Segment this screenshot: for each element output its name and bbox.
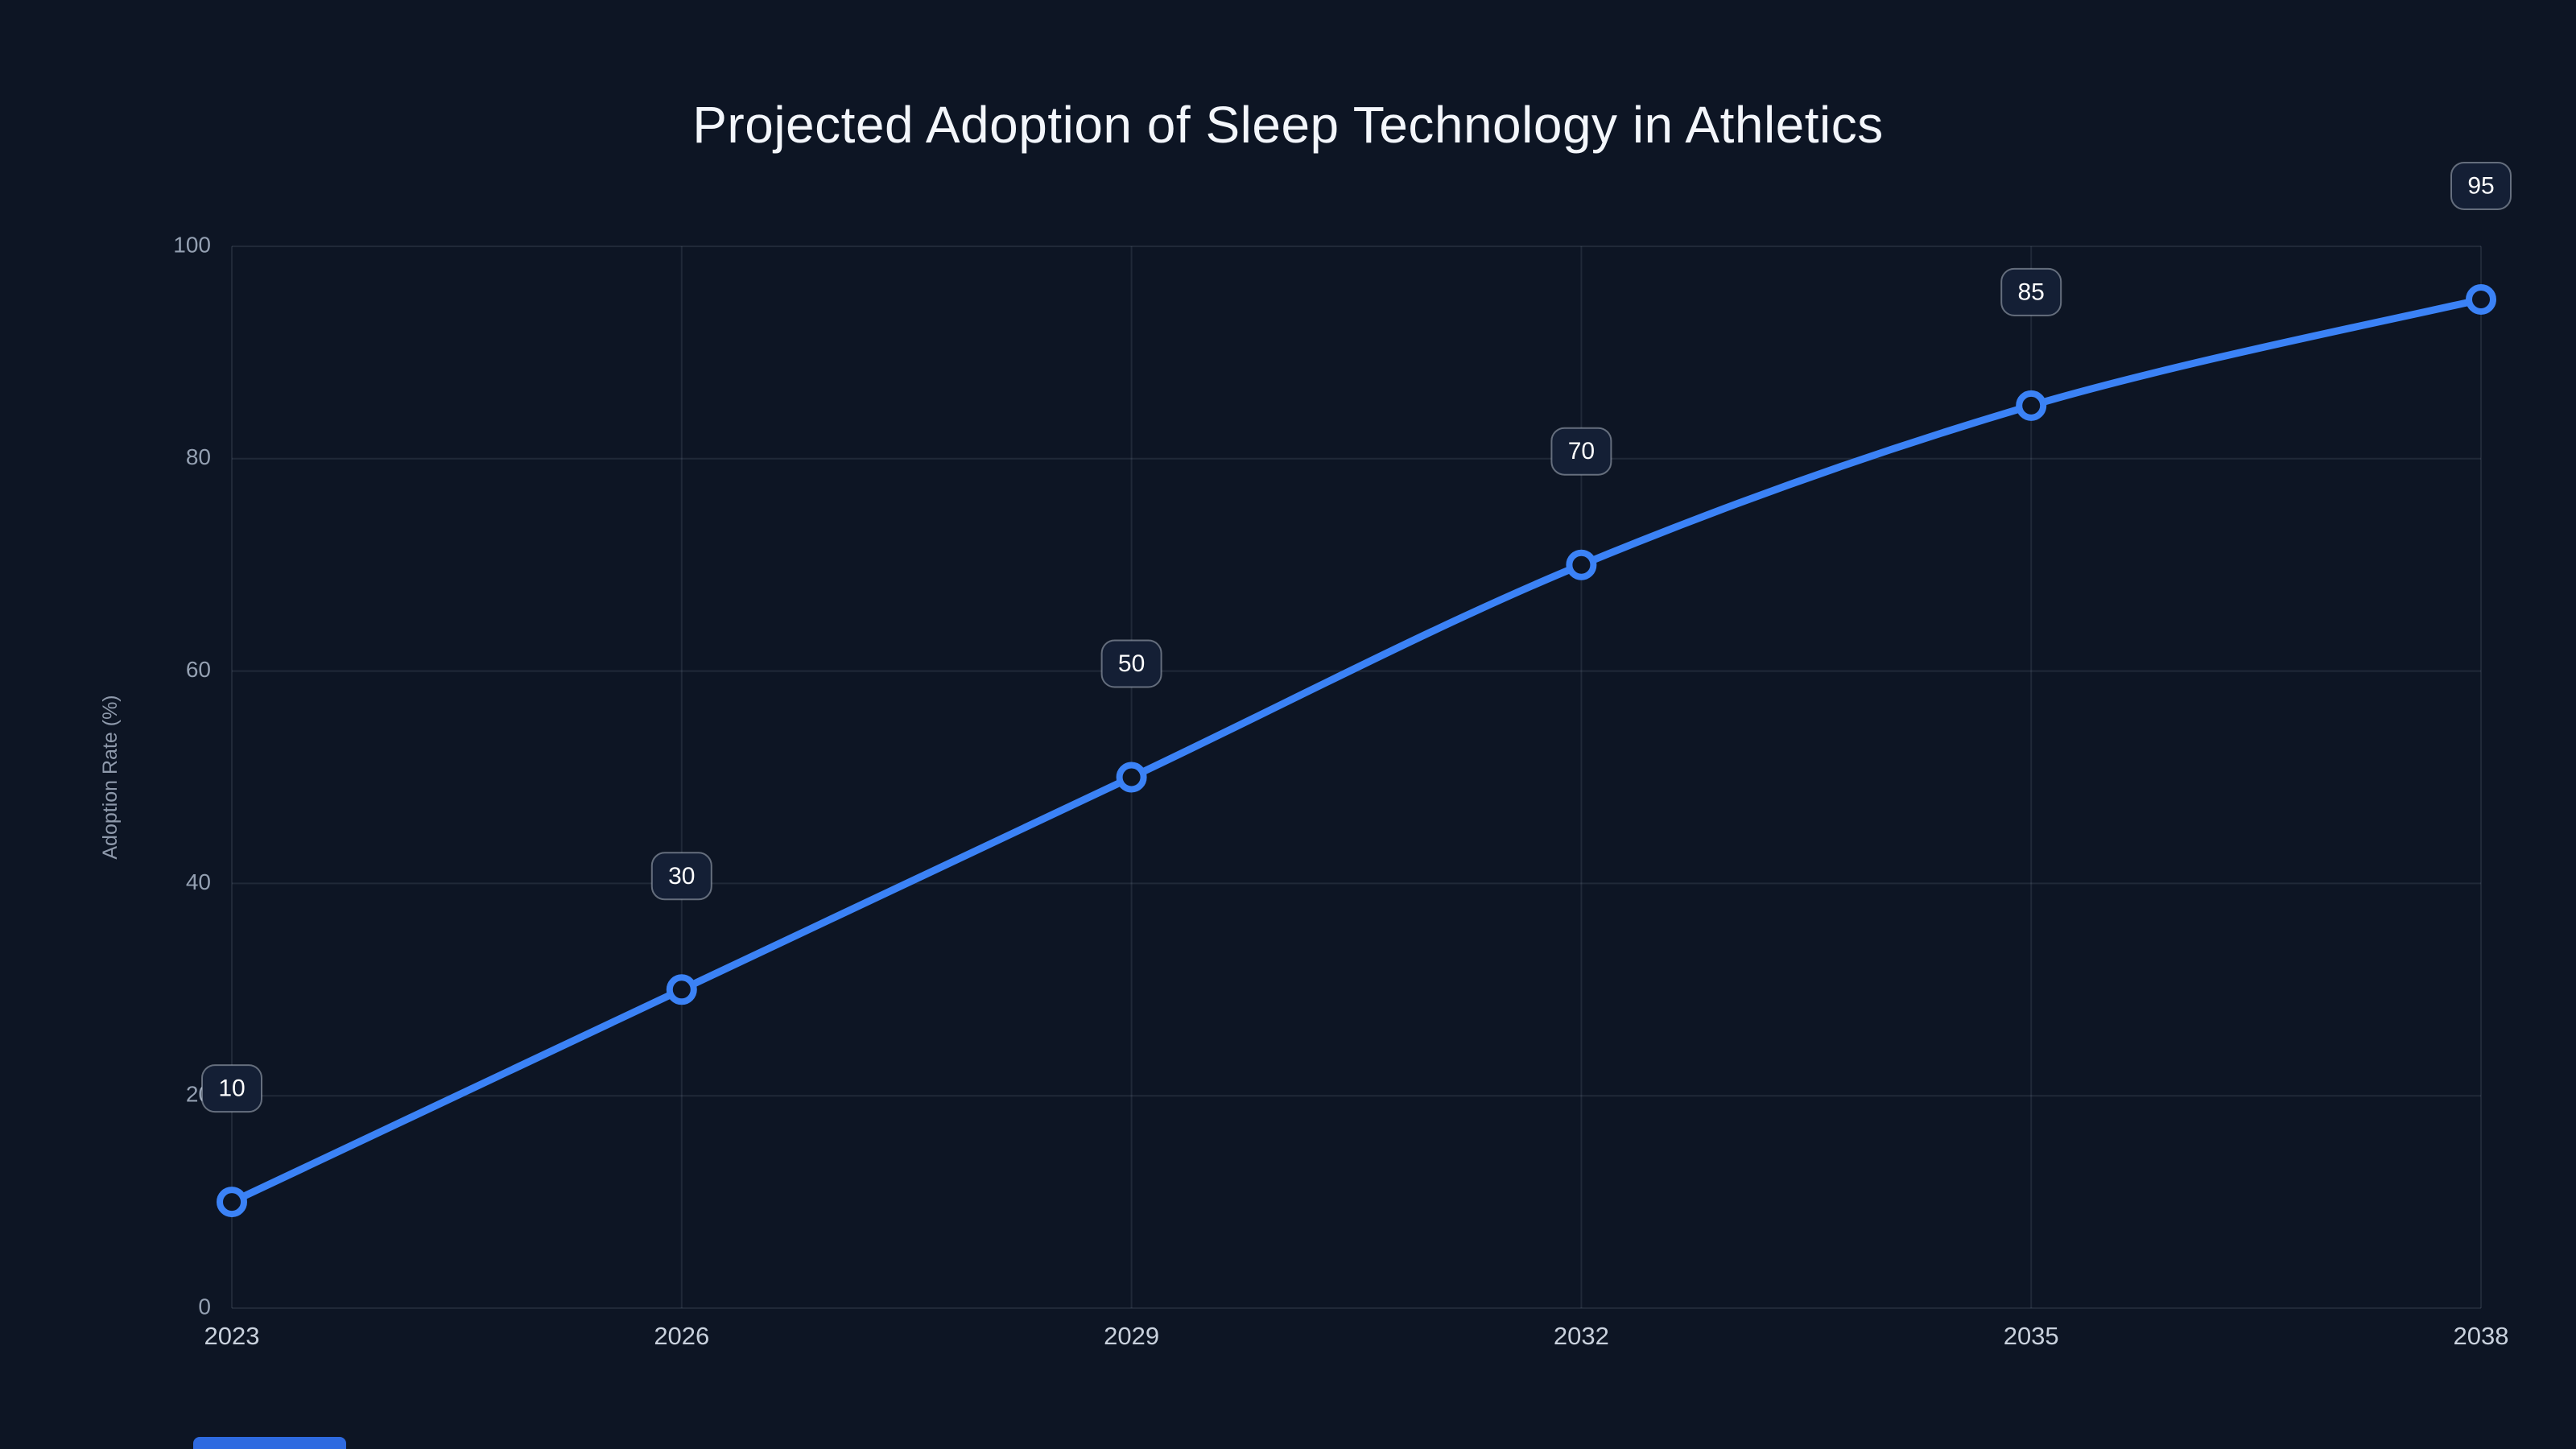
data-point-2023[interactable] bbox=[217, 1187, 247, 1218]
x-tick-label: 2035 bbox=[2004, 1322, 2059, 1350]
data-point-2038[interactable] bbox=[2466, 283, 2496, 315]
y-axis-title: Adoption Rate (%) bbox=[99, 695, 122, 859]
x-tick-label: 2029 bbox=[1104, 1322, 1159, 1350]
point-label-text: 70 bbox=[1568, 438, 1595, 464]
point-label-box bbox=[1550, 427, 1612, 476]
point-label-text: 50 bbox=[1118, 650, 1145, 677]
bottom-accent-bar bbox=[193, 1437, 346, 1449]
point-label-text: 30 bbox=[668, 863, 695, 890]
data-point-2032[interactable] bbox=[1566, 549, 1597, 580]
x-tick-label: 2023 bbox=[204, 1322, 260, 1350]
x-tick-label: 2038 bbox=[2454, 1322, 2509, 1350]
y-tick-label: 100 bbox=[173, 232, 211, 257]
y-tick-label: 40 bbox=[186, 869, 211, 894]
point-label-box bbox=[1100, 639, 1162, 688]
y-tick-label: 0 bbox=[198, 1294, 211, 1319]
y-tick-label: 80 bbox=[186, 444, 211, 469]
point-label-text: 10 bbox=[218, 1075, 245, 1102]
data-point-2026[interactable] bbox=[666, 974, 697, 1005]
data-point-2035[interactable] bbox=[2016, 390, 2047, 421]
x-tick-label: 2032 bbox=[1554, 1322, 1609, 1350]
series-line bbox=[228, 295, 2485, 1206]
point-label-box bbox=[2000, 267, 2062, 316]
point-label-box bbox=[201, 1064, 262, 1113]
chart-title: Projected Adoption of Sleep Technology i… bbox=[692, 96, 1884, 154]
point-label-text: 85 bbox=[2018, 279, 2045, 305]
point-label-box bbox=[650, 852, 712, 901]
point-label-box bbox=[2450, 161, 2512, 210]
x-tick-label: 2026 bbox=[654, 1322, 709, 1350]
data-point-2029[interactable] bbox=[1116, 762, 1147, 793]
y-tick-label: 60 bbox=[186, 657, 211, 682]
point-label-text: 95 bbox=[2467, 172, 2494, 199]
